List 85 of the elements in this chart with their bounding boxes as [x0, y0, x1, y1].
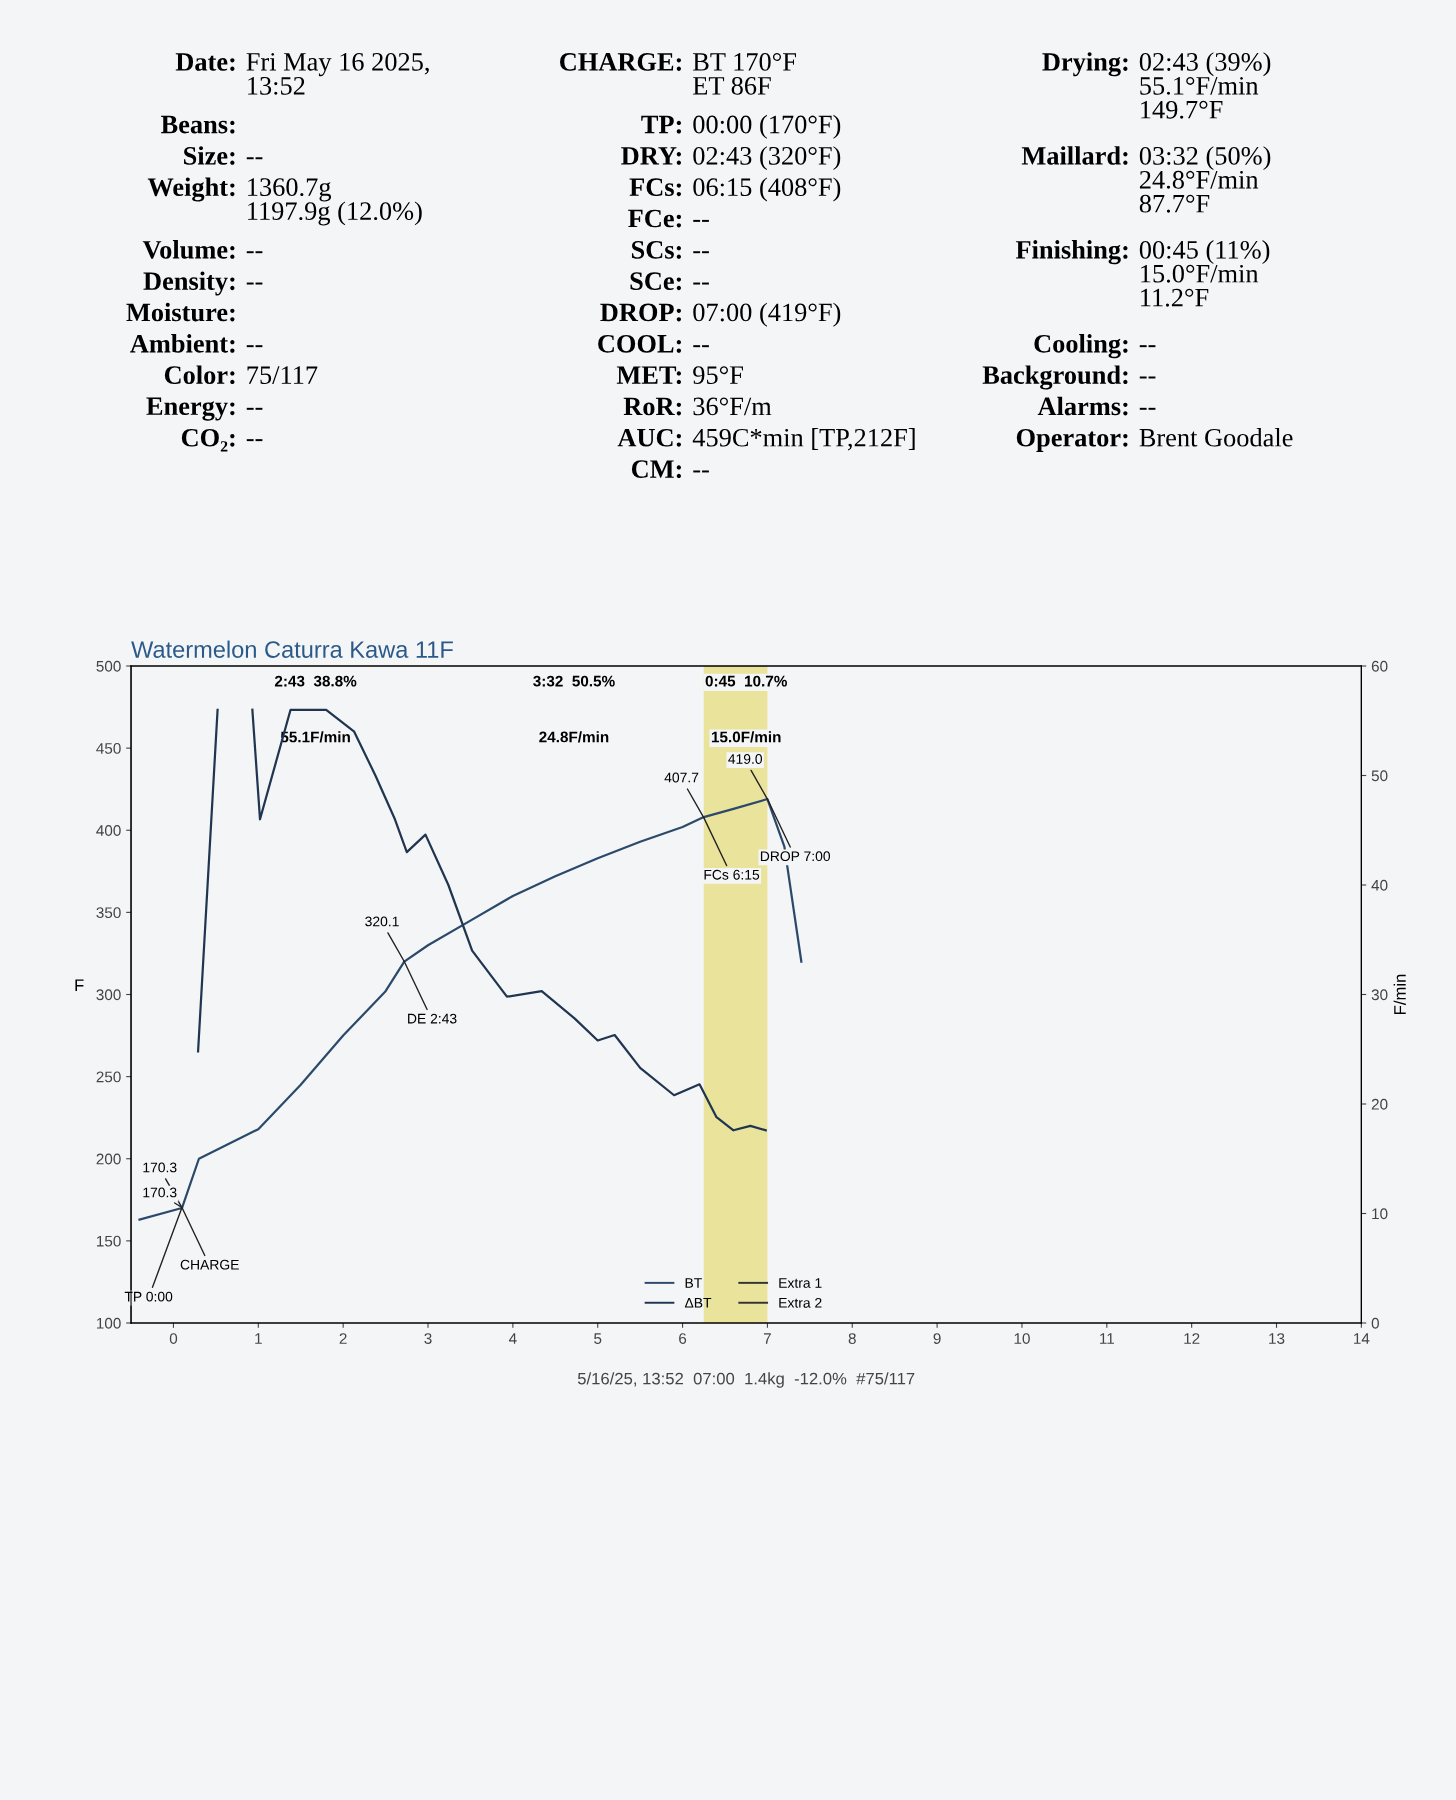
annotation: 320.1 [365, 916, 399, 927]
text: Alarms: -- [1037, 396, 1156, 416]
annotation: 0:45 10.7% [705, 675, 787, 687]
annotation: 15.0F/min [711, 731, 781, 743]
text: COOL: -- [598, 334, 709, 353]
y2-tick-label: 10 [1372, 1208, 1388, 1220]
text: SCe: -- [630, 272, 709, 291]
annotation: 2:43 38.8% [274, 675, 357, 687]
text: FCe: -- [628, 209, 709, 228]
text: Color: 75/117 [164, 365, 318, 385]
text: FCs: 06:15 (408°F) [629, 177, 841, 202]
legend-label: Extra 2 [779, 1297, 822, 1308]
text: Operator: Brent Goodale [1016, 428, 1293, 452]
x-tick-label: 2 [339, 1333, 347, 1344]
text: Drying: 02:43 (39%) 55.1°F/min 149.7°F [1042, 52, 1271, 119]
y-axis-title: F [75, 979, 84, 992]
y-tick-label: 200 [96, 1153, 121, 1165]
annotation: DE 2:43 [408, 1013, 457, 1024]
legend-label: ΔBT [684, 1298, 712, 1308]
annotation: 170.3 [143, 1162, 177, 1173]
y2-tick-label: 60 [1371, 660, 1388, 672]
x-tick-label: 11 [1100, 1333, 1114, 1344]
annotation: 3:32 50.5% [533, 675, 615, 687]
text: Density: -- [143, 271, 263, 296]
x-tick-label: 1 [255, 1333, 262, 1344]
x-tick-label: 14 [1354, 1333, 1370, 1344]
y-tick-label: 500 [96, 660, 121, 672]
x-tick-label: 3 [424, 1333, 432, 1344]
x-tick-label: 0 [169, 1333, 178, 1344]
text: Finishing: 00:45 (11%) 15.0°F/min 11.2°F [1015, 240, 1270, 307]
text: TP: 00:00 (170°F) [641, 114, 841, 139]
text: Energy: -- [146, 397, 263, 421]
annotation: FCs 6:15 [704, 869, 760, 880]
y-tick-label: 300 [96, 989, 121, 1001]
text: MET: 95°F [616, 366, 743, 385]
y-tick-label: 100 [97, 1317, 121, 1329]
y2-tick-label: 40 [1371, 879, 1388, 891]
text: 5/16/25, 13:52 07:00 1.4kg -12.0% #75/117 [577, 1372, 915, 1388]
text: Ambient: -- [130, 334, 263, 353]
y2-axis-title: F/min [1393, 974, 1406, 1014]
text: Cooling: -- [1034, 334, 1156, 359]
x-tick-label: 7 [763, 1333, 771, 1344]
annotation: 407.7 [664, 772, 699, 783]
x-tick-label: 9 [933, 1333, 941, 1344]
text: Volume: -- [142, 240, 263, 259]
x-tick-label: 8 [848, 1333, 856, 1344]
text: SCs: -- [631, 240, 709, 259]
text: RoR: 36°F/m [623, 397, 772, 416]
y2-tick-label: 0 [1371, 1317, 1379, 1329]
text: CHARGE: BT 170°F ET 86F [560, 52, 796, 95]
text: Size: -- [184, 146, 263, 165]
annotation: CHARGE [180, 1259, 239, 1270]
y-tick-label: 450 [96, 742, 121, 754]
text: Weight: 1360.7g 1197.9g (12.0%) [147, 177, 422, 226]
y2-tick-label: 30 [1371, 989, 1388, 1001]
annotation: 24.8F/min [539, 731, 609, 743]
x-tick-label: 5 [594, 1333, 602, 1344]
text: CO₂: -- [181, 428, 263, 452]
x-tick-label: 6 [679, 1333, 687, 1344]
chart-title: Watermelon Caturra Kawa 11F [131, 640, 453, 658]
annotation: DROP 7:00 [760, 851, 831, 862]
text: Maillard: 03:32 (50%) 24.8°F/min 87.7°F [1021, 146, 1271, 213]
text: DROP: 07:00 (419°F) [600, 302, 841, 327]
x-tick-label: 12 [1184, 1333, 1200, 1344]
text: Beans: [161, 115, 235, 134]
y-tick-label: 400 [96, 825, 121, 836]
text: AUC: 459C*min [TP,212F] [617, 428, 915, 451]
line-series [138, 797, 803, 1221]
x-tick-label: 13 [1269, 1333, 1285, 1344]
x-tick-label: 10 [1014, 1333, 1030, 1344]
legend-label: BT [685, 1278, 702, 1288]
y2-tick-label: 50 [1371, 770, 1388, 782]
y-tick-label: 150 [97, 1235, 121, 1247]
annotation: 419.0 [728, 754, 763, 764]
text: Date: Fri May 16 2025, 13:52 [175, 52, 429, 95]
y2-tick-label: 20 [1371, 1098, 1388, 1110]
text: Background: -- [982, 365, 1156, 390]
annotation: 170.3 [143, 1187, 177, 1198]
y-tick-label: 250 [96, 1071, 121, 1083]
x-tick-label: 4 [508, 1333, 517, 1344]
legend-label: Extra 1 [779, 1278, 822, 1288]
y-tick-label: 350 [96, 907, 121, 919]
text: DRY: 02:43 (320°F) [621, 146, 841, 171]
text: CM: -- [631, 460, 709, 479]
text: Moisture: [126, 302, 235, 322]
